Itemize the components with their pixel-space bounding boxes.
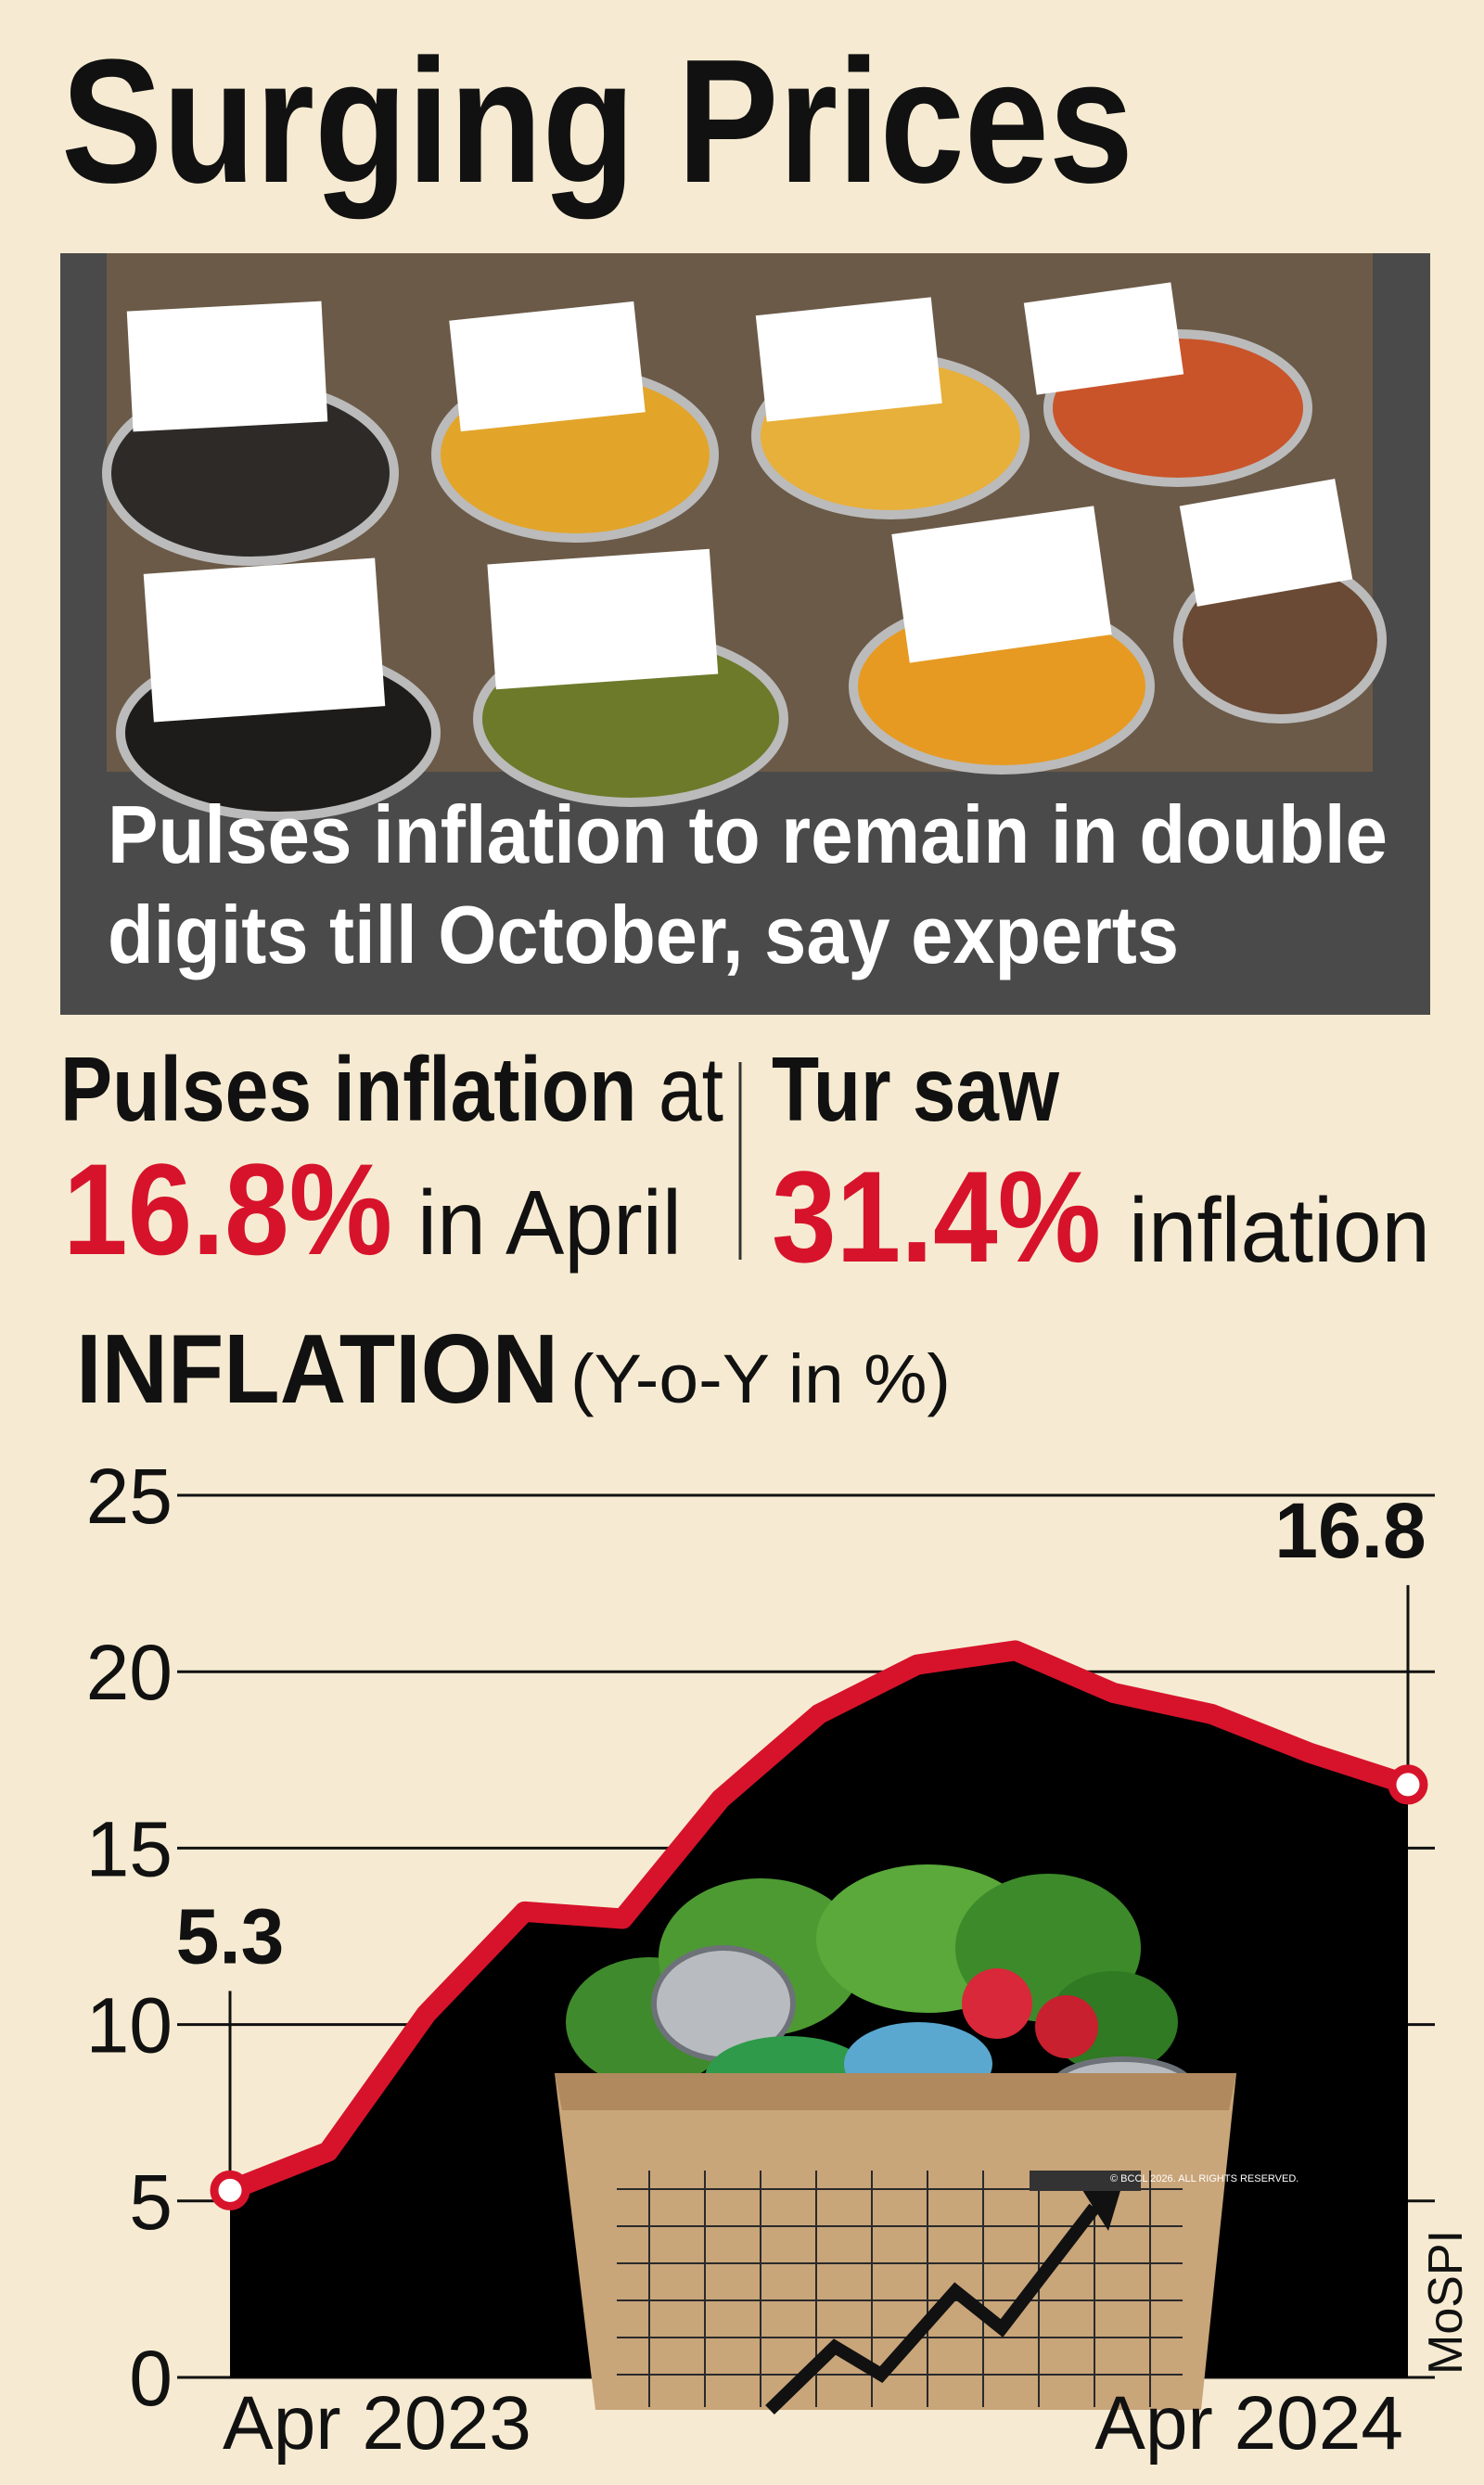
- y-tick-label: 0: [129, 2335, 173, 2422]
- page-title: Surging Prices: [61, 23, 1133, 220]
- stat-label: Tur saw: [772, 1038, 1060, 1140]
- y-tick-label: 10: [86, 1982, 173, 2069]
- stat-label: Pulses inflation at: [60, 1038, 723, 1140]
- y-tick-label: 15: [86, 1805, 173, 1892]
- point: [1388, 1764, 1428, 1805]
- x-tick-label: Apr 2023: [223, 2381, 531, 2466]
- source: MoSPI: [1419, 2230, 1473, 2375]
- stat-label-bold: Pulses inflation: [60, 1038, 636, 1140]
- data-label: 16.8: [1274, 1487, 1426, 1574]
- stat-value: 16.8%: [63, 1136, 392, 1282]
- y-tick-label: 25: [86, 1453, 173, 1540]
- copyright: © BCCL 2026. ALL RIGHTS RESERVED.: [1110, 2173, 1298, 2184]
- plot-over: 5.3 16.8 Apr 2023 Apr 2024: [176, 1487, 1428, 2466]
- grocery-bag: [555, 1864, 1236, 2415]
- chart-subtitle: (Y-o-Y in %): [570, 1340, 951, 1417]
- x-tick-label: Apr 2024: [1094, 2381, 1403, 2466]
- stat-suffix: in April: [417, 1172, 682, 1274]
- photo: Pulses inflation to remain in double dig…: [60, 253, 1430, 1015]
- point: [210, 2170, 250, 2210]
- stat-value: 31.4%: [772, 1144, 1101, 1289]
- chart-title: INFLATION: [76, 1314, 558, 1424]
- line: [225, 1640, 1412, 2200]
- data-label: 5.3: [176, 1892, 285, 1979]
- photo-caption: Pulses inflation to remain in double: [108, 788, 1388, 880]
- stat-label-regular: at: [659, 1038, 723, 1140]
- y-tick-label: 5: [129, 2158, 173, 2246]
- bowls: [102, 282, 1387, 821]
- stat-suffix: inflation: [1129, 1179, 1430, 1281]
- photo-caption: digits till October, say experts: [108, 889, 1179, 980]
- y-tick-label: 20: [86, 1629, 173, 1716]
